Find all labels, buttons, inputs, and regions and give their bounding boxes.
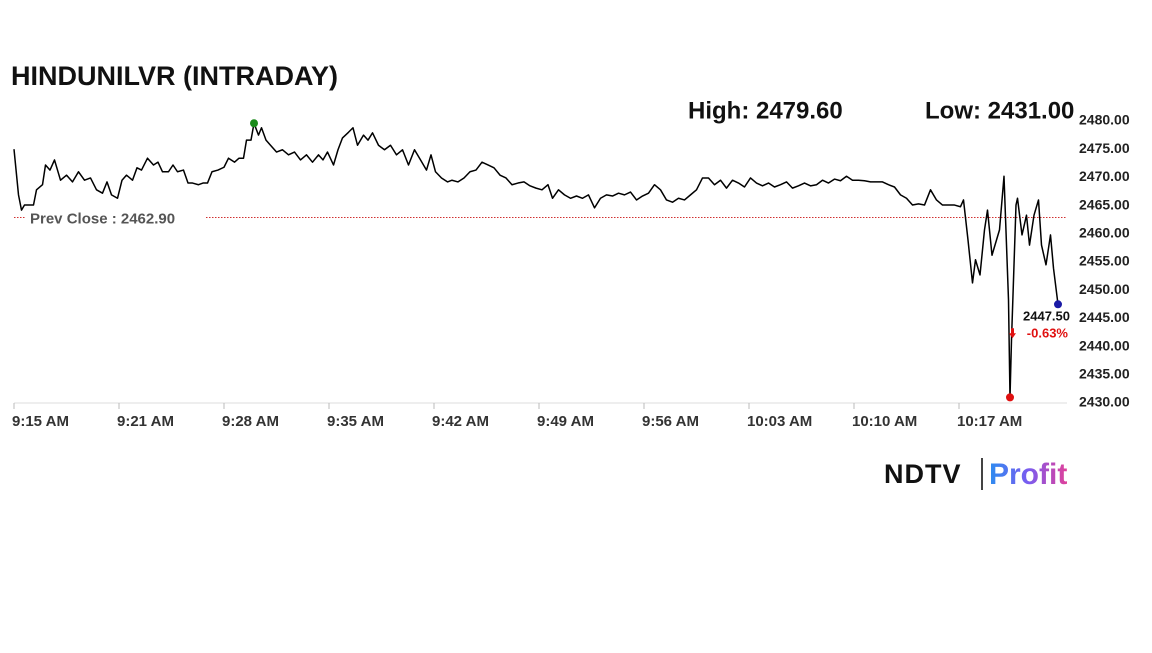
change-label: -0.63% xyxy=(1027,326,1069,341)
prev-close-label: Prev Close : 2462.90 xyxy=(30,210,175,227)
down-arrow xyxy=(1009,328,1016,339)
high-label: High: 2479.60 xyxy=(688,97,843,124)
x-tick-label: 9:35 AM xyxy=(327,413,384,430)
y-tick-label: 2460.00 xyxy=(1079,225,1130,241)
x-tick-label: 9:49 AM xyxy=(537,413,594,430)
last-price-marker xyxy=(1054,300,1062,309)
prev-close-bg xyxy=(26,209,206,226)
high-marker xyxy=(250,119,258,128)
x-tick-label: 9:28 AM xyxy=(222,413,279,430)
y-tick-label: 2435.00 xyxy=(1079,366,1130,382)
x-tick-label: 9:21 AM xyxy=(117,413,174,430)
y-tick-label: 2450.00 xyxy=(1079,281,1130,297)
x-tick-label: 9:42 AM xyxy=(432,413,489,430)
y-tick-label: 2470.00 xyxy=(1079,168,1130,184)
y-tick-label: 2480.00 xyxy=(1079,112,1130,128)
x-tick-label: 9:56 AM xyxy=(642,413,699,430)
y-tick-label: 2455.00 xyxy=(1079,253,1130,269)
logo-brand: NDTV xyxy=(884,459,962,489)
y-tick-label: 2465.00 xyxy=(1079,196,1130,212)
logo-product: Profit xyxy=(989,458,1067,491)
y-tick-label: 2440.00 xyxy=(1079,337,1130,353)
last-price-label: 2447.50 xyxy=(1023,309,1070,324)
logo-divider xyxy=(981,458,983,490)
x-tick-label: 10:03 AM xyxy=(747,413,812,430)
y-tick-label: 2475.00 xyxy=(1079,140,1130,156)
x-tick-label: 10:17 AM xyxy=(957,413,1022,430)
chart-title: HINDUNILVR (INTRADAY) xyxy=(11,61,338,91)
x-tick-label: 10:10 AM xyxy=(852,413,917,430)
y-tick-label: 2445.00 xyxy=(1079,309,1130,325)
low-label: Low: 2431.00 xyxy=(925,97,1074,124)
last-price-bg xyxy=(1014,310,1072,341)
low-marker xyxy=(1006,393,1014,402)
y-tick-label: 2430.00 xyxy=(1079,394,1130,410)
x-tick-label: 9:15 AM xyxy=(12,413,69,430)
price-line xyxy=(13,122,1059,399)
